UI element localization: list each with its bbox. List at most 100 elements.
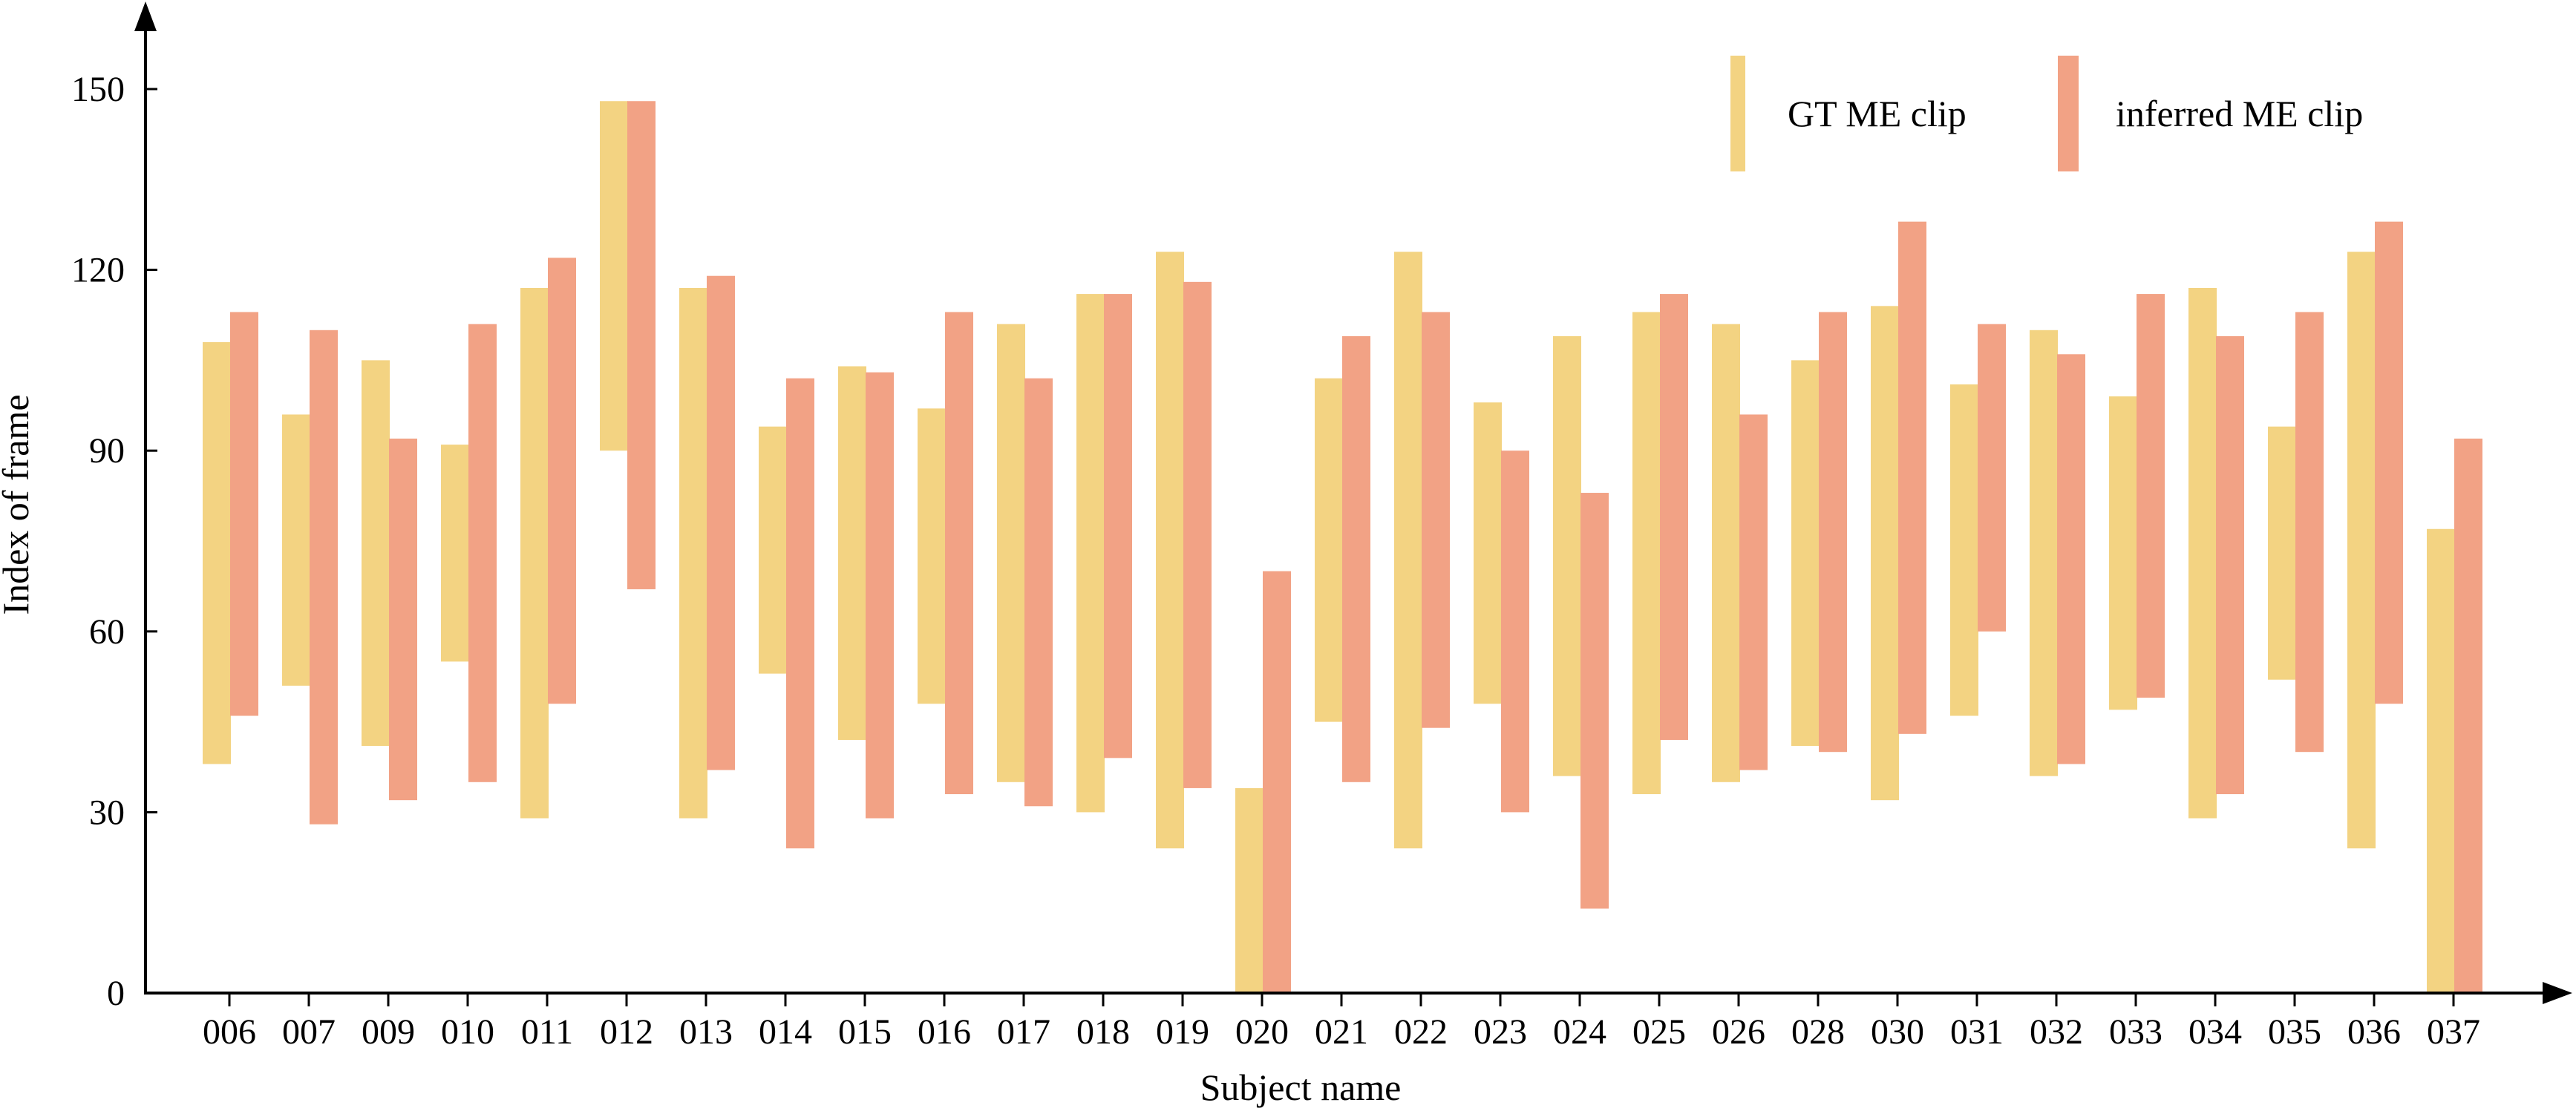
gt-bar-020: [1235, 787, 1264, 993]
x-tick-label: 023: [1474, 1012, 1527, 1052]
inferred-bar-009: [389, 438, 417, 801]
y-tick-label: 30: [89, 793, 125, 832]
gt-bar-024: [1553, 335, 1581, 776]
inferred-bar-023: [1501, 450, 1529, 813]
y-tick-label: 0: [107, 974, 125, 1013]
y-axis-arrow: [134, 1, 157, 31]
inferred-bar-017: [1024, 378, 1053, 807]
inferred-bar-028: [1819, 312, 1847, 753]
inferred-bar-032: [2057, 354, 2085, 764]
inferred-bar-033: [2137, 294, 2165, 698]
legend-swatch-inferred: [2058, 56, 2079, 171]
gt-bar-037: [2427, 528, 2455, 993]
inferred-bar-034: [2216, 335, 2244, 795]
x-tick-label: 012: [600, 1012, 653, 1052]
inferred-bar-020: [1263, 571, 1291, 993]
inferred-bar-036: [2375, 221, 2403, 704]
bars-layer: [203, 101, 2482, 993]
x-tick-label: 020: [1235, 1012, 1289, 1052]
x-tick-label: 015: [838, 1012, 892, 1052]
gt-bar-017: [997, 324, 1025, 782]
inferred-bar-037: [2454, 438, 2482, 993]
legend: GT ME clip inferred ME clip: [1730, 56, 2363, 171]
x-tick-label: 022: [1394, 1012, 1448, 1052]
x-tick-label: 034: [2188, 1012, 2242, 1052]
y-tick-label: 60: [89, 612, 125, 652]
y-tick-label: 150: [71, 70, 125, 109]
x-tick-label: 006: [203, 1012, 256, 1052]
x-tick-label: 035: [2268, 1012, 2321, 1052]
x-tick-label: 017: [997, 1012, 1050, 1052]
x-tick-label: 025: [1632, 1012, 1686, 1052]
gt-bar-009: [362, 360, 390, 747]
inferred-bar-030: [1898, 221, 1926, 734]
x-tick-label: 011: [521, 1012, 573, 1052]
x-axis-arrow: [2543, 982, 2572, 1004]
inferred-bar-019: [1183, 281, 1212, 788]
x-tick-label: 014: [759, 1012, 812, 1052]
gt-bar-010: [441, 445, 469, 662]
x-tick-label: 024: [1553, 1012, 1606, 1052]
inferred-bar-013: [707, 275, 735, 770]
x-tick-label: 019: [1156, 1012, 1209, 1052]
gt-bar-033: [2109, 396, 2137, 710]
inferred-bar-010: [468, 324, 497, 782]
x-tick-label: 010: [441, 1012, 494, 1052]
gt-bar-023: [1474, 402, 1502, 704]
legend-label-gt: GT ME clip: [1788, 93, 1967, 134]
y-tick-label: 120: [71, 251, 125, 290]
x-tick-label: 028: [1791, 1012, 1845, 1052]
x-tick-label: 036: [2347, 1012, 2401, 1052]
gt-bar-013: [679, 287, 707, 819]
x-tick-label: 031: [1950, 1012, 2004, 1052]
inferred-bar-025: [1660, 294, 1688, 740]
x-axis-title: Subject name: [1200, 1067, 1402, 1108]
inferred-bar-014: [786, 378, 814, 849]
gt-bar-016: [918, 408, 946, 704]
inferred-bar-035: [2295, 312, 2324, 753]
gt-bar-036: [2347, 252, 2376, 849]
gt-bar-012: [600, 101, 628, 451]
gt-bar-011: [520, 287, 549, 819]
x-tick-label: 018: [1076, 1012, 1130, 1052]
x-tick-label: 016: [918, 1012, 971, 1052]
inferred-bar-018: [1104, 294, 1132, 758]
gt-bar-022: [1394, 252, 1422, 849]
inferred-bar-006: [230, 312, 258, 716]
inferred-bar-007: [310, 330, 338, 825]
y-axis-title: Index of frame: [0, 394, 36, 615]
gt-bar-028: [1791, 360, 1820, 747]
x-tick-label: 033: [2109, 1012, 2163, 1052]
x-tick-label: 013: [679, 1012, 733, 1052]
inferred-bar-031: [1978, 324, 2006, 632]
gt-bar-007: [282, 414, 310, 686]
x-ticks: 006 007 009 010 011 012 013 014 015 016 017 018 019 0…: [203, 993, 2480, 1052]
gt-bar-015: [838, 366, 866, 740]
gt-bar-021: [1315, 378, 1343, 722]
gt-bar-006: [203, 342, 231, 764]
gt-bar-019: [1156, 252, 1184, 849]
gt-bar-014: [759, 426, 787, 674]
gt-bar-035: [2268, 426, 2296, 680]
legend-label-inferred: inferred ME clip: [2116, 93, 2363, 134]
gt-bar-026: [1712, 324, 1740, 782]
y-tick-label: 90: [89, 431, 125, 471]
gt-bar-030: [1871, 306, 1899, 801]
inferred-bar-011: [548, 258, 576, 704]
inferred-bar-026: [1739, 414, 1768, 770]
y-ticks: 0 30 60 90 120 150: [71, 70, 157, 1013]
x-tick-label: 026: [1712, 1012, 1765, 1052]
x-tick-label: 021: [1315, 1012, 1368, 1052]
gt-bar-034: [2188, 287, 2217, 819]
legend-swatch-gt: [1730, 56, 1745, 171]
inferred-bar-021: [1342, 335, 1370, 782]
x-tick-label: 037: [2427, 1012, 2480, 1052]
inferred-bar-024: [1580, 493, 1609, 909]
gt-bar-018: [1076, 294, 1105, 813]
inferred-bar-022: [1422, 312, 1450, 728]
x-tick-label: 009: [362, 1012, 415, 1052]
x-tick-label: 032: [2030, 1012, 2083, 1052]
gt-bar-025: [1632, 312, 1661, 795]
